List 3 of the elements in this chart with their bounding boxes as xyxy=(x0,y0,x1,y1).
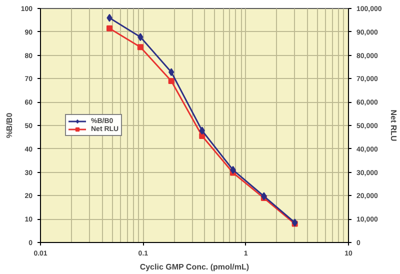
y2-axis-title: Net RLU xyxy=(388,110,398,142)
x-axis-title: Cyclic GMP Conc. (pmol/mL) xyxy=(140,262,250,272)
y-axis-title: %B/B0 xyxy=(4,112,14,138)
